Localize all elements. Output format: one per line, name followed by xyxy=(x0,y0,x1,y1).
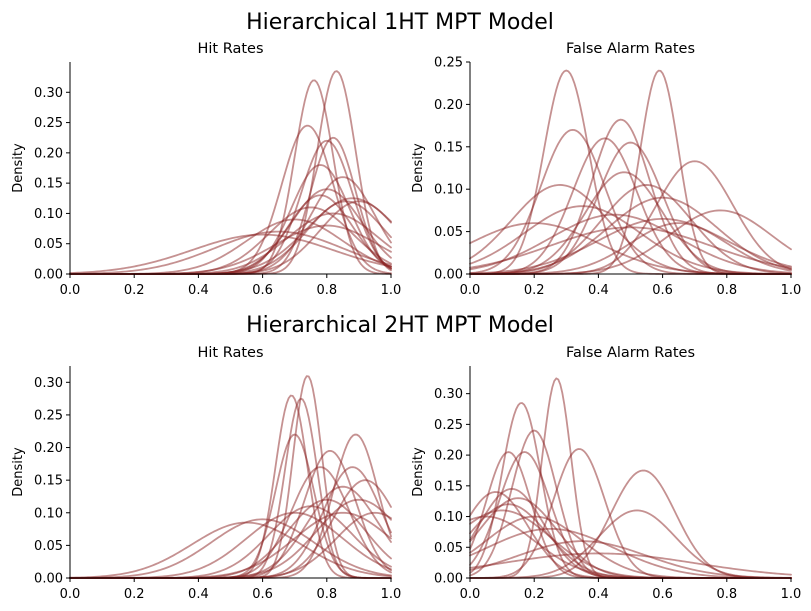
panel-2: False Alarm Rates Density 0.0 0.2 0.4 0.6 0.8 1… xyxy=(411,41,801,298)
density-curve-16 xyxy=(469,226,792,269)
x-tick-label: 0.2 xyxy=(124,283,145,298)
density-curve-2 xyxy=(69,70,392,275)
y-tick-label: 0.00 xyxy=(34,268,63,283)
x-tick-label: 0.0 xyxy=(460,587,481,602)
density-curve-15 xyxy=(69,518,392,579)
row2-title: Hierarchical 2HT MPT Model xyxy=(246,313,554,338)
density-curve-17 xyxy=(469,552,792,576)
y-tick-label: 0.15 xyxy=(34,474,63,489)
y-tick-label: 0.15 xyxy=(434,479,463,494)
x-tick-label: 0.8 xyxy=(316,283,337,298)
row1-title: Hierarchical 1HT MPT Model xyxy=(246,10,554,35)
y-axis-label: Density xyxy=(11,447,26,497)
y-tick-label: 0.20 xyxy=(434,98,463,113)
density-curves xyxy=(69,375,392,579)
y-tick-label: 0.05 xyxy=(34,539,63,554)
density-curve-17 xyxy=(69,224,392,275)
x-tick-label: 0.6 xyxy=(652,283,673,298)
y-tick-label: 0.00 xyxy=(34,572,63,587)
density-curve-14 xyxy=(469,213,792,274)
x-tick-label: 0.8 xyxy=(716,587,737,602)
y-tick-label: 0.25 xyxy=(34,116,63,131)
x-tick-label: 0.6 xyxy=(652,587,673,602)
x-tick-label: 1.0 xyxy=(781,587,802,602)
x-tick-label: 0.4 xyxy=(188,587,209,602)
y-tick-label: 0.10 xyxy=(434,183,463,198)
y-tick-label: 0.20 xyxy=(434,449,463,464)
density-curve-11 xyxy=(469,196,792,275)
y-tick-label: 0.30 xyxy=(434,387,463,402)
y-tick-label: 0.25 xyxy=(434,56,463,71)
y-tick-label: 0.10 xyxy=(34,207,63,222)
panel-3: Hit Rates Density 0.0 0.2 0.4 0.6 0.8 1.0 0.00 0.… xyxy=(11,345,401,602)
density-curves xyxy=(469,377,792,579)
x-tick-label: 0.0 xyxy=(60,283,81,298)
y-tick-label: 0.05 xyxy=(434,541,463,556)
density-curve-8 xyxy=(469,488,792,579)
density-curve-16 xyxy=(469,540,792,579)
x-tick-label: 0.8 xyxy=(316,587,337,602)
y-tick-label: 0.25 xyxy=(34,408,63,423)
density-curves xyxy=(469,69,792,275)
panel-title: False Alarm Rates xyxy=(566,345,695,361)
y-tick-label: 0.30 xyxy=(34,376,63,391)
panel-title: Hit Rates xyxy=(197,41,263,57)
y-axis-label: Density xyxy=(411,143,426,193)
y-tick-label: 0.05 xyxy=(434,225,463,240)
x-tick-label: 0.6 xyxy=(252,283,273,298)
y-tick-label: 0.15 xyxy=(434,140,463,155)
density-curve-16 xyxy=(69,233,392,274)
x-tick-label: 0.4 xyxy=(588,283,609,298)
panel-1: Hit Rates Density 0.0 0.2 0.4 0.6 0.8 1.0 0.00 0.… xyxy=(11,41,401,298)
y-tick-label: 0.20 xyxy=(34,146,63,161)
x-tick-label: 0.6 xyxy=(252,587,273,602)
density-curve-1 xyxy=(69,375,392,579)
x-tick-label: 1.0 xyxy=(381,587,402,602)
density-curve-13 xyxy=(469,515,792,579)
x-tick-label: 0.0 xyxy=(60,587,81,602)
x-tick-label: 0.2 xyxy=(524,587,545,602)
y-tick-label: 0.00 xyxy=(434,268,463,283)
panel-title: Hit Rates xyxy=(197,345,263,361)
y-tick-label: 0.10 xyxy=(34,506,63,521)
density-curve-18 xyxy=(469,503,792,579)
x-tick-label: 0.2 xyxy=(524,283,545,298)
density-curve-15 xyxy=(69,230,392,275)
y-tick-label: 0.25 xyxy=(434,418,463,433)
y-tick-label: 0.05 xyxy=(34,237,63,252)
y-tick-label: 0.20 xyxy=(34,441,63,456)
density-curves xyxy=(69,70,392,275)
panel-title: False Alarm Rates xyxy=(566,41,695,57)
density-curve-16 xyxy=(69,521,392,579)
density-curve-6 xyxy=(69,449,392,579)
panel-4: False Alarm Rates Density 0.0 0.2 0.4 0.6 0.8 1… xyxy=(411,345,801,602)
y-tick-label: 0.30 xyxy=(34,86,63,101)
density-curve-15 xyxy=(469,217,792,275)
x-tick-label: 0.4 xyxy=(588,587,609,602)
y-axis-label: Density xyxy=(11,143,26,193)
x-tick-label: 0.0 xyxy=(460,283,481,298)
y-axis-label: Density xyxy=(411,447,426,497)
x-tick-label: 1.0 xyxy=(381,283,402,298)
y-tick-label: 0.00 xyxy=(434,572,463,587)
x-tick-label: 1.0 xyxy=(781,283,802,298)
y-tick-label: 0.15 xyxy=(34,177,63,192)
density-curve-6 xyxy=(69,164,392,275)
y-tick-label: 0.10 xyxy=(434,510,463,525)
x-tick-label: 0.4 xyxy=(188,283,209,298)
x-tick-label: 0.8 xyxy=(716,283,737,298)
x-tick-label: 0.2 xyxy=(124,587,145,602)
